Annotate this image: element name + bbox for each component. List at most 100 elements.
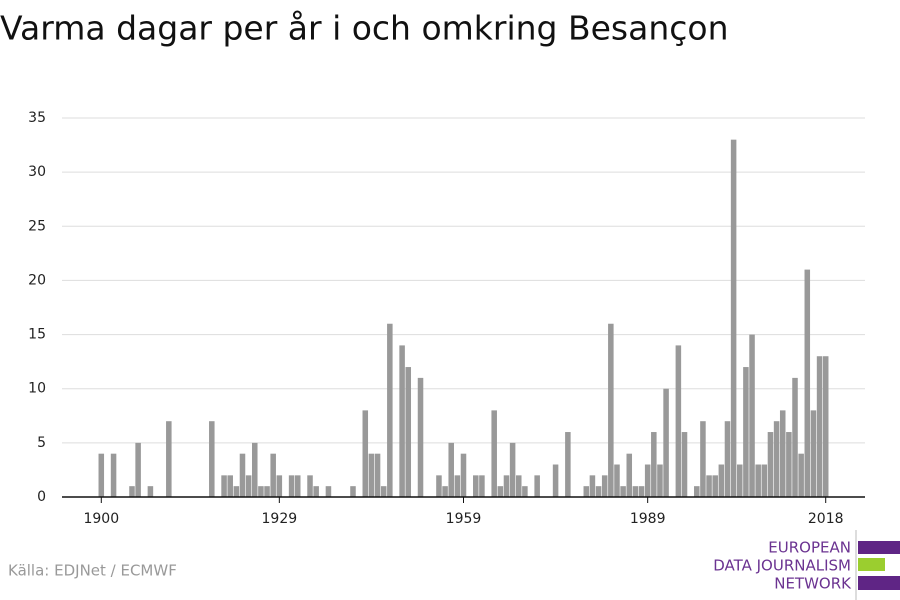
bar [221, 475, 227, 497]
bar [209, 421, 215, 497]
bar [810, 410, 817, 497]
logo-bar [858, 558, 885, 571]
bar [258, 486, 264, 497]
bar [675, 345, 682, 497]
bar [454, 475, 461, 497]
bar [233, 486, 240, 497]
bar [589, 475, 596, 497]
logo-text: NETWORK [774, 575, 852, 593]
y-tick-label: 10 [28, 381, 46, 397]
bar [276, 475, 283, 497]
bar [583, 486, 590, 497]
bar [166, 421, 172, 497]
y-tick-label: 35 [28, 110, 46, 126]
x-tick-label: 1959 [446, 511, 482, 527]
bar [374, 453, 381, 497]
y-tick-label: 0 [37, 489, 46, 505]
bar [252, 442, 258, 497]
x-tick-label: 2018 [808, 511, 844, 527]
bar [657, 464, 663, 497]
bar [362, 410, 369, 497]
bar [565, 432, 571, 497]
bar [786, 432, 792, 497]
bar [700, 421, 706, 497]
bar [147, 486, 154, 497]
bar [798, 453, 804, 497]
bar [718, 464, 725, 497]
bar [595, 486, 602, 497]
bar [608, 323, 614, 497]
y-tick-label: 25 [28, 218, 46, 234]
bar [779, 410, 786, 497]
bar [325, 486, 332, 497]
bar [663, 388, 669, 497]
bar [497, 486, 504, 497]
bar [436, 475, 442, 497]
bar [694, 486, 700, 497]
y-tick-label: 20 [28, 272, 46, 288]
logo-bar [858, 576, 900, 590]
bar [270, 453, 276, 497]
bar [816, 356, 823, 497]
bar [681, 432, 688, 497]
bar [417, 377, 424, 497]
bar [245, 475, 252, 497]
chart-title: Varma dagar per år i och omkring Besanço… [0, 9, 729, 48]
bar [307, 475, 313, 497]
bar [368, 453, 375, 497]
y-tick-label: 5 [37, 435, 46, 451]
bar [614, 464, 620, 497]
bar [503, 475, 510, 497]
bar [761, 464, 768, 497]
bar [313, 486, 319, 497]
bar [638, 486, 645, 497]
bar [712, 475, 718, 497]
logo-text: EUROPEAN [768, 539, 851, 557]
x-tick-label: 1989 [630, 511, 666, 527]
bar [644, 464, 651, 497]
bar [448, 442, 454, 497]
bar [491, 410, 497, 497]
bar [601, 475, 608, 497]
bar [626, 453, 633, 497]
source: Källa: EDJNet / ECMWF [8, 562, 177, 580]
bar [387, 323, 393, 497]
logo-bar [858, 541, 900, 554]
bar [110, 453, 117, 497]
bar [239, 453, 246, 497]
logo-text: DATA JOURNALISM [713, 557, 851, 575]
bar [350, 486, 356, 497]
bar [135, 442, 141, 497]
bar [129, 486, 135, 497]
bar [405, 367, 412, 497]
bar [509, 442, 516, 497]
bar [98, 453, 105, 497]
bar [442, 486, 448, 497]
y-tick-label: 15 [28, 327, 46, 343]
bar [288, 475, 295, 497]
bar [620, 486, 626, 497]
bar [294, 475, 301, 497]
bar [706, 475, 712, 497]
bar [736, 464, 743, 497]
bar [473, 475, 479, 497]
x-tick-label: 1929 [262, 511, 298, 527]
bar [749, 334, 755, 497]
bar [632, 486, 639, 497]
bar [743, 367, 749, 497]
bar [460, 453, 467, 497]
bar [264, 486, 270, 497]
bar [227, 475, 233, 497]
bar [515, 475, 522, 497]
y-tick-label: 30 [28, 164, 46, 180]
bar [730, 139, 737, 497]
x-tick-label: 1900 [83, 511, 119, 527]
bar [773, 421, 780, 497]
bar [534, 475, 540, 497]
bar [755, 464, 761, 497]
bar [380, 486, 387, 497]
bar [804, 269, 811, 497]
bar [767, 432, 774, 497]
